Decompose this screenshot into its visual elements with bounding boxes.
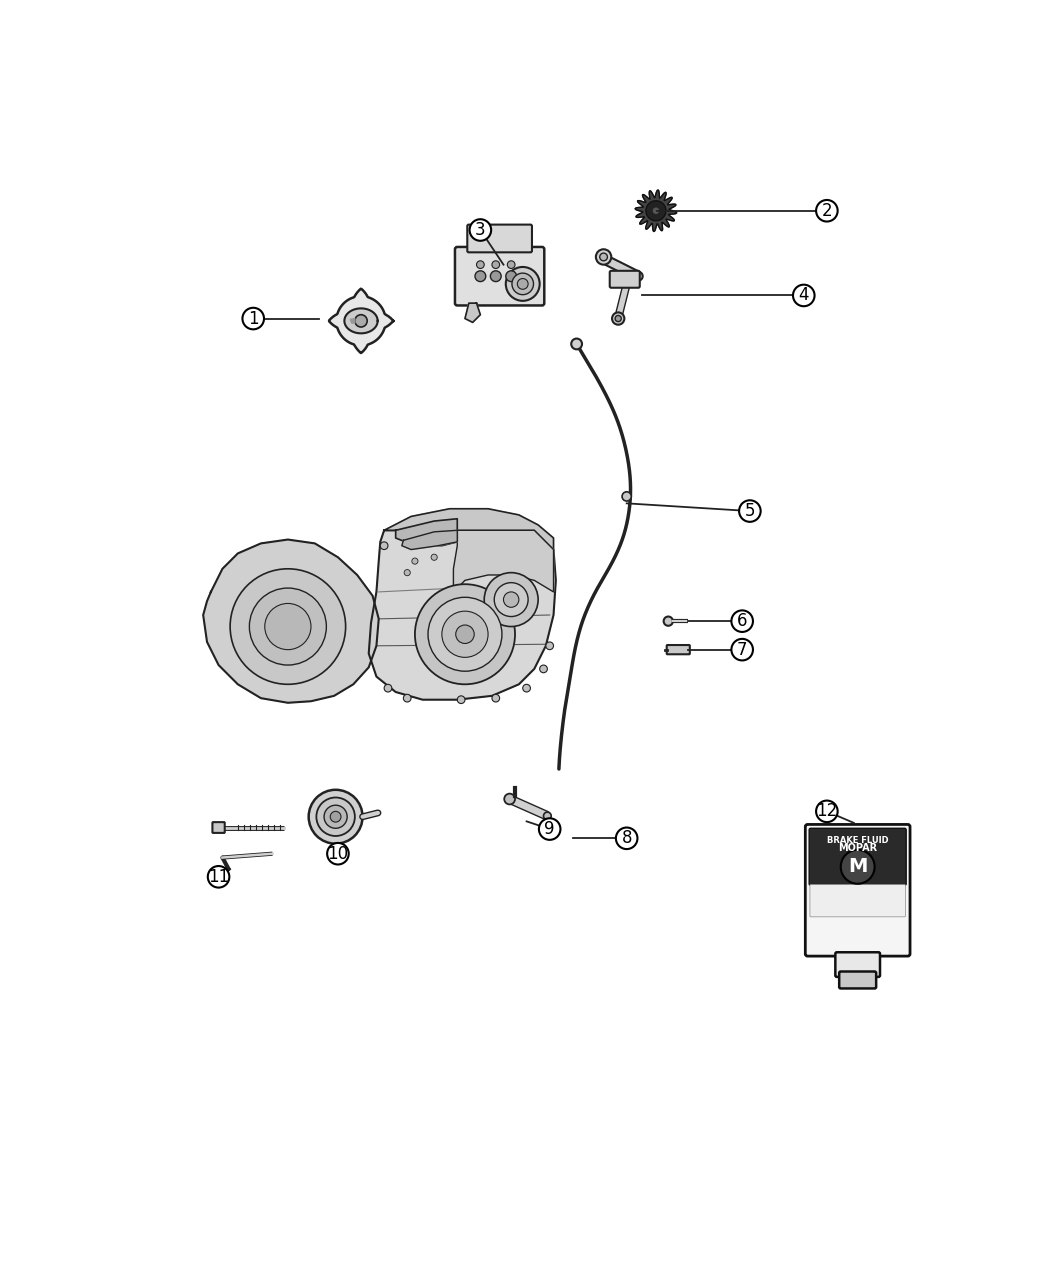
Circle shape <box>540 666 547 673</box>
Circle shape <box>646 200 666 221</box>
Circle shape <box>507 261 514 269</box>
Circle shape <box>622 492 631 501</box>
Text: 5: 5 <box>744 502 755 520</box>
Polygon shape <box>635 190 676 232</box>
Circle shape <box>309 789 362 844</box>
Circle shape <box>732 639 753 660</box>
Circle shape <box>458 696 465 704</box>
Circle shape <box>230 569 345 685</box>
Text: 10: 10 <box>328 845 349 863</box>
Polygon shape <box>396 519 458 546</box>
Text: 12: 12 <box>816 802 838 820</box>
Circle shape <box>404 570 411 576</box>
Text: 4: 4 <box>798 287 808 305</box>
Polygon shape <box>369 530 555 700</box>
FancyBboxPatch shape <box>839 972 876 988</box>
Circle shape <box>428 597 502 671</box>
Circle shape <box>432 555 437 560</box>
Circle shape <box>316 797 355 836</box>
Circle shape <box>615 315 622 321</box>
Circle shape <box>600 254 607 261</box>
Circle shape <box>484 572 538 626</box>
FancyBboxPatch shape <box>212 822 225 833</box>
Polygon shape <box>454 530 553 592</box>
Circle shape <box>469 219 491 241</box>
Circle shape <box>250 588 327 666</box>
Circle shape <box>380 542 388 550</box>
FancyBboxPatch shape <box>455 247 544 306</box>
Circle shape <box>384 685 392 692</box>
Circle shape <box>456 625 475 644</box>
Circle shape <box>265 603 311 650</box>
Circle shape <box>612 312 625 325</box>
Polygon shape <box>402 530 458 550</box>
Text: 8: 8 <box>622 829 632 848</box>
Polygon shape <box>344 309 378 333</box>
Circle shape <box>546 641 553 650</box>
FancyBboxPatch shape <box>467 224 532 252</box>
Circle shape <box>816 200 838 222</box>
FancyBboxPatch shape <box>805 825 910 956</box>
Circle shape <box>491 695 500 703</box>
Circle shape <box>495 583 528 617</box>
Circle shape <box>504 592 519 607</box>
Circle shape <box>490 270 501 282</box>
FancyBboxPatch shape <box>810 885 905 917</box>
Polygon shape <box>384 509 553 550</box>
FancyBboxPatch shape <box>810 829 906 885</box>
Circle shape <box>539 819 561 840</box>
Circle shape <box>732 611 753 632</box>
Circle shape <box>403 695 412 703</box>
Circle shape <box>523 685 530 692</box>
Text: 11: 11 <box>208 868 229 886</box>
Circle shape <box>506 270 517 282</box>
Circle shape <box>442 611 488 658</box>
Circle shape <box>412 558 418 564</box>
Circle shape <box>330 811 341 822</box>
Circle shape <box>596 249 611 265</box>
Polygon shape <box>204 539 379 703</box>
Circle shape <box>571 339 582 349</box>
Circle shape <box>739 500 760 521</box>
FancyBboxPatch shape <box>667 645 690 654</box>
Text: BRAKE FLUID: BRAKE FLUID <box>826 836 888 845</box>
Circle shape <box>512 273 533 295</box>
Circle shape <box>208 866 229 887</box>
Text: 3: 3 <box>475 221 486 238</box>
Circle shape <box>544 812 551 820</box>
Polygon shape <box>329 288 394 353</box>
Polygon shape <box>351 319 355 323</box>
Text: 7: 7 <box>737 640 748 659</box>
Circle shape <box>477 261 484 269</box>
Circle shape <box>652 207 659 214</box>
Circle shape <box>616 827 637 849</box>
Circle shape <box>475 270 486 282</box>
Text: 2: 2 <box>821 201 833 219</box>
Circle shape <box>504 793 514 805</box>
Circle shape <box>841 850 875 884</box>
Text: M: M <box>848 857 867 876</box>
Circle shape <box>518 278 528 289</box>
Circle shape <box>243 307 264 329</box>
Text: MOPAR: MOPAR <box>838 843 877 853</box>
Text: 6: 6 <box>737 612 748 630</box>
Circle shape <box>506 266 540 301</box>
Circle shape <box>324 806 348 829</box>
Circle shape <box>328 843 349 864</box>
Polygon shape <box>465 303 481 323</box>
Circle shape <box>355 315 368 326</box>
FancyBboxPatch shape <box>610 270 639 288</box>
Text: 9: 9 <box>544 820 554 838</box>
Text: 1: 1 <box>248 310 258 328</box>
Circle shape <box>816 801 838 822</box>
Circle shape <box>793 284 815 306</box>
FancyBboxPatch shape <box>836 952 880 977</box>
Circle shape <box>664 617 673 626</box>
Circle shape <box>415 584 516 685</box>
Circle shape <box>491 261 500 269</box>
